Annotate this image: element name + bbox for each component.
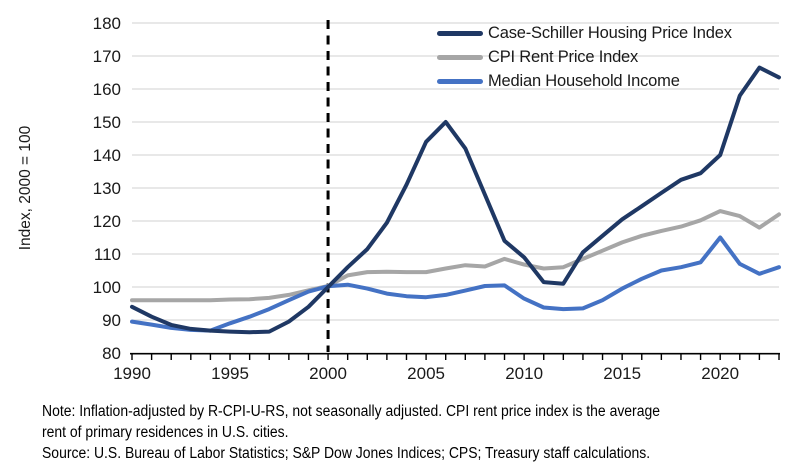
note-line-1: Note: Inflation-adjusted by R-CPI-U-RS, …: [42, 403, 660, 420]
legend-label: Median Household Income: [488, 71, 680, 90]
y-tick-label: 120: [93, 212, 121, 231]
x-tick-label: 2015: [603, 364, 641, 383]
y-tick-label: 150: [93, 113, 121, 132]
y-tick-label: 160: [93, 80, 121, 99]
legend-item-case-shiller: Case-Schiller Housing Price Index: [437, 21, 732, 45]
y-tick-label: 140: [93, 146, 121, 165]
y-tick-label: 170: [93, 47, 121, 66]
x-tick-label: 2020: [701, 364, 739, 383]
x-tick-label: 2000: [309, 364, 347, 383]
source-line: Source: U.S. Bureau of Labor Statistics;…: [42, 445, 651, 462]
x-axis: [130, 352, 780, 360]
legend-item-median-income: Median Household Income: [437, 69, 732, 93]
note-line-2: rent of primary residences in U.S. citie…: [42, 424, 289, 441]
x-tick-label: 1990: [113, 364, 151, 383]
x-tick-label: 2010: [505, 364, 543, 383]
x-tick-label: 2005: [407, 364, 445, 383]
legend-label: Case-Schiller Housing Price Index: [488, 23, 732, 42]
y-tick-label: 130: [93, 179, 121, 198]
legend-swatch-case-shiller: [437, 30, 483, 36]
y-tick-label: 80: [102, 344, 121, 363]
legend-label: CPI Rent Price Index: [488, 47, 639, 66]
series-lines: [130, 65, 781, 335]
y-tick-label: 100: [93, 278, 121, 297]
footnotes: Note: Inflation-adjusted by R-CPI-U-RS, …: [42, 401, 753, 464]
y-tick-labels: 80 90 100 110 120 130 140 150 160 170 180: [93, 14, 121, 363]
legend-swatch-cpi-rent: [437, 54, 483, 60]
y-axis-title: Index, 2000 = 100: [17, 125, 34, 250]
y-tick-label: 90: [102, 311, 121, 330]
legend: Case-Schiller Housing Price Index CPI Re…: [437, 21, 732, 93]
y-tick-label: 110: [94, 245, 121, 264]
series-line-cpi_rent: [130, 209, 781, 303]
x-tick-label: 1995: [211, 364, 249, 383]
series-line-median_income: [130, 235, 781, 333]
legend-item-cpi-rent: CPI Rent Price Index: [437, 45, 732, 69]
x-tick-labels: 1990 1995 2000 2005 2010 2015 2020: [113, 364, 739, 383]
legend-swatch-median-income: [437, 78, 483, 84]
line-chart: 80 90 100 110 120 130 140 150 160 170 180 1990 1995…: [17, 14, 781, 383]
y-tick-label: 180: [93, 14, 121, 33]
series-line-case_shiller: [130, 65, 781, 335]
